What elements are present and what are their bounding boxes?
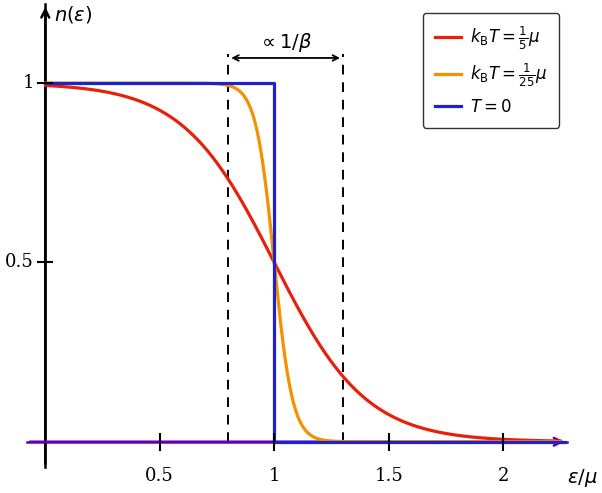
Text: 0.5: 0.5 xyxy=(145,467,174,485)
Text: $n(\epsilon)$: $n(\epsilon)$ xyxy=(54,4,93,25)
Text: 1.5: 1.5 xyxy=(374,467,403,485)
Text: 1: 1 xyxy=(268,467,280,485)
Text: $\epsilon/\mu$: $\epsilon/\mu$ xyxy=(567,467,598,489)
Text: 0.5: 0.5 xyxy=(5,253,34,272)
Text: $\propto 1/\beta$: $\propto 1/\beta$ xyxy=(258,32,313,54)
Text: 1: 1 xyxy=(22,74,34,92)
Text: 2: 2 xyxy=(497,467,509,485)
Legend: $k_{\mathrm{B}}T = \frac{1}{5}\mu$, $k_{\mathrm{B}}T = \frac{1}{25}\mu$, $T = 0$: $k_{\mathrm{B}}T = \frac{1}{5}\mu$, $k_{… xyxy=(423,12,559,128)
